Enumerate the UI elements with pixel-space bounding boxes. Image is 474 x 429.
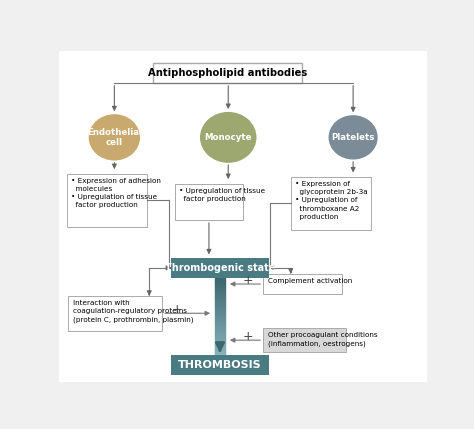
Bar <box>215 297 225 298</box>
FancyBboxPatch shape <box>175 184 243 220</box>
Bar <box>215 338 225 339</box>
Bar <box>215 292 225 293</box>
Bar <box>215 334 225 335</box>
Bar <box>215 345 225 346</box>
Bar <box>215 311 225 312</box>
Text: Monocyte: Monocyte <box>204 133 252 142</box>
Bar <box>215 305 225 306</box>
FancyBboxPatch shape <box>153 63 301 83</box>
Text: +: + <box>172 303 182 317</box>
FancyBboxPatch shape <box>171 355 269 375</box>
Text: Antiphospholipid antibodies: Antiphospholipid antibodies <box>148 68 307 78</box>
Text: Platelets: Platelets <box>331 133 375 142</box>
Circle shape <box>329 116 377 159</box>
Bar <box>215 341 225 342</box>
Text: • Expression of adhesion
  molecules
• Upregulation of tissue
  factor productio: • Expression of adhesion molecules • Upr… <box>71 178 161 208</box>
Circle shape <box>201 112 256 162</box>
Bar <box>215 300 225 301</box>
Bar <box>215 332 225 333</box>
FancyBboxPatch shape <box>171 258 269 278</box>
Bar <box>215 281 225 283</box>
Bar <box>215 284 225 286</box>
Bar <box>215 318 225 320</box>
Bar <box>215 324 225 325</box>
Bar <box>215 283 225 284</box>
Text: Interaction with
coagulation-regulatory proteins
(protein C, prothrombin, plasmi: Interaction with coagulation-regulatory … <box>73 300 193 323</box>
Bar <box>215 343 225 344</box>
Bar <box>215 329 225 330</box>
Bar <box>215 344 225 345</box>
Text: +: + <box>243 330 254 343</box>
Bar <box>215 308 225 309</box>
Bar <box>215 291 225 292</box>
Bar <box>215 330 225 331</box>
Bar <box>215 290 225 291</box>
Bar <box>215 326 225 327</box>
Text: • Expression of
  glycoprotein 2b-3a
• Upregulation of
  thromboxane A2
  produc: • Expression of glycoprotein 2b-3a • Upr… <box>295 181 368 220</box>
Bar <box>215 328 225 329</box>
Bar <box>215 336 225 337</box>
FancyBboxPatch shape <box>263 274 342 294</box>
Bar <box>215 316 225 317</box>
Bar <box>215 347 225 349</box>
Bar <box>215 302 225 303</box>
Bar <box>215 342 225 343</box>
Bar <box>215 322 225 323</box>
Bar <box>215 299 225 300</box>
Bar <box>215 307 225 308</box>
Text: Other procoagulant conditions
(inflammation, oestrogens): Other procoagulant conditions (inflammat… <box>267 332 377 347</box>
Bar <box>215 323 225 324</box>
Bar <box>215 327 225 328</box>
Bar <box>215 286 225 287</box>
Bar <box>215 346 225 347</box>
Bar <box>215 339 225 340</box>
Text: THROMBOSIS: THROMBOSIS <box>178 360 262 370</box>
Bar <box>215 279 225 280</box>
Bar <box>215 320 225 321</box>
Bar <box>215 293 225 294</box>
Bar <box>215 317 225 318</box>
Bar <box>215 304 225 305</box>
Bar <box>215 294 225 295</box>
Bar <box>215 337 225 338</box>
Bar <box>215 350 225 351</box>
Bar <box>215 353 225 354</box>
Text: +: + <box>243 274 254 287</box>
Bar <box>215 310 225 311</box>
Bar <box>215 298 225 299</box>
Bar <box>215 301 225 302</box>
Bar <box>215 351 225 353</box>
Bar <box>215 296 225 297</box>
FancyBboxPatch shape <box>66 174 147 227</box>
Bar <box>215 288 225 290</box>
Bar <box>215 287 225 288</box>
Bar <box>215 331 225 332</box>
Text: • Upregulation of tissue
  factor production: • Upregulation of tissue factor producti… <box>179 187 265 202</box>
FancyBboxPatch shape <box>68 296 162 331</box>
Bar <box>215 306 225 307</box>
Bar <box>215 314 225 316</box>
Bar <box>215 321 225 322</box>
Bar <box>215 295 225 296</box>
Bar <box>215 312 225 313</box>
Bar <box>215 313 225 314</box>
Bar <box>215 354 225 355</box>
Bar <box>215 333 225 334</box>
FancyBboxPatch shape <box>291 177 372 230</box>
Bar <box>215 325 225 326</box>
FancyBboxPatch shape <box>263 328 346 352</box>
Circle shape <box>90 115 139 160</box>
Text: Endothelial
cell: Endothelial cell <box>87 128 142 147</box>
Bar <box>215 278 225 279</box>
Bar <box>215 335 225 336</box>
Bar <box>215 349 225 350</box>
Bar <box>215 309 225 310</box>
Bar <box>215 280 225 281</box>
Text: Thrombogenic state: Thrombogenic state <box>165 263 275 273</box>
Bar <box>215 340 225 341</box>
FancyBboxPatch shape <box>59 51 427 382</box>
Text: Complement activation: Complement activation <box>267 278 352 284</box>
Bar <box>215 303 225 304</box>
